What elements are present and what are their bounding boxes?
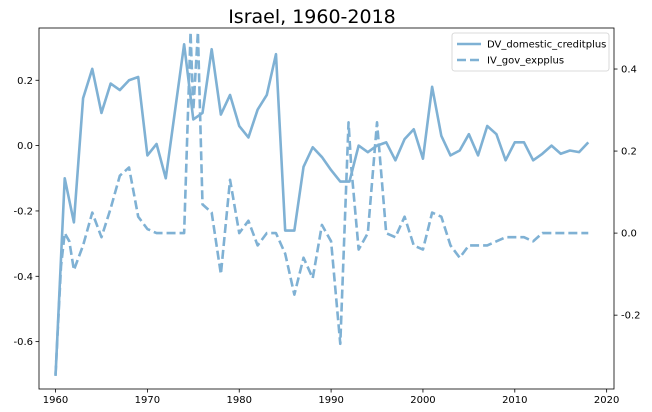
x-axis: 1960 1970 1980 1990 2000 2010 2020 (43, 389, 619, 406)
y-axis-right: 0.4 0.2 0.0 -0.2 (614, 65, 641, 322)
series-layer (54, 30, 590, 376)
x-tick-label: 1970 (135, 395, 160, 406)
x-tick-label: 2020 (594, 395, 619, 406)
y-left-tick-label: -0.2 (13, 206, 33, 217)
x-tick-label: 1960 (43, 395, 68, 406)
series-line-2 (54, 30, 589, 375)
y-left-tick-label: 0.2 (17, 76, 33, 87)
y-right-tick-label: 0.4 (621, 65, 637, 76)
chart-title: Israel, 1960-2018 (228, 6, 396, 28)
legend-label-2: IV_gov_expplus (487, 56, 564, 67)
x-tick-label: 1990 (318, 395, 343, 406)
x-tick-label: 2000 (410, 395, 435, 406)
series-line-1 (54, 43, 590, 376)
x-tick-label: 2010 (502, 395, 527, 406)
y-left-tick-label: -0.6 (13, 337, 33, 348)
y-axis-left: 0.2 0.0 -0.2 -0.4 -0.6 (13, 76, 39, 348)
legend: DV_domestic_creditplus IV_gov_expplus (451, 32, 610, 72)
y-right-tick-label: 0.2 (621, 147, 637, 158)
y-right-tick-label: -0.2 (621, 311, 641, 322)
x-tick-label: 1980 (227, 395, 252, 406)
legend-label-1: DV_domestic_creditplus (487, 40, 606, 51)
y-right-tick-label: 0.0 (621, 229, 637, 240)
plot-frame (38, 27, 615, 390)
y-left-tick-label: 0.0 (17, 141, 33, 152)
legend-box (451, 32, 610, 72)
y-left-tick-label: -0.4 (13, 272, 33, 283)
